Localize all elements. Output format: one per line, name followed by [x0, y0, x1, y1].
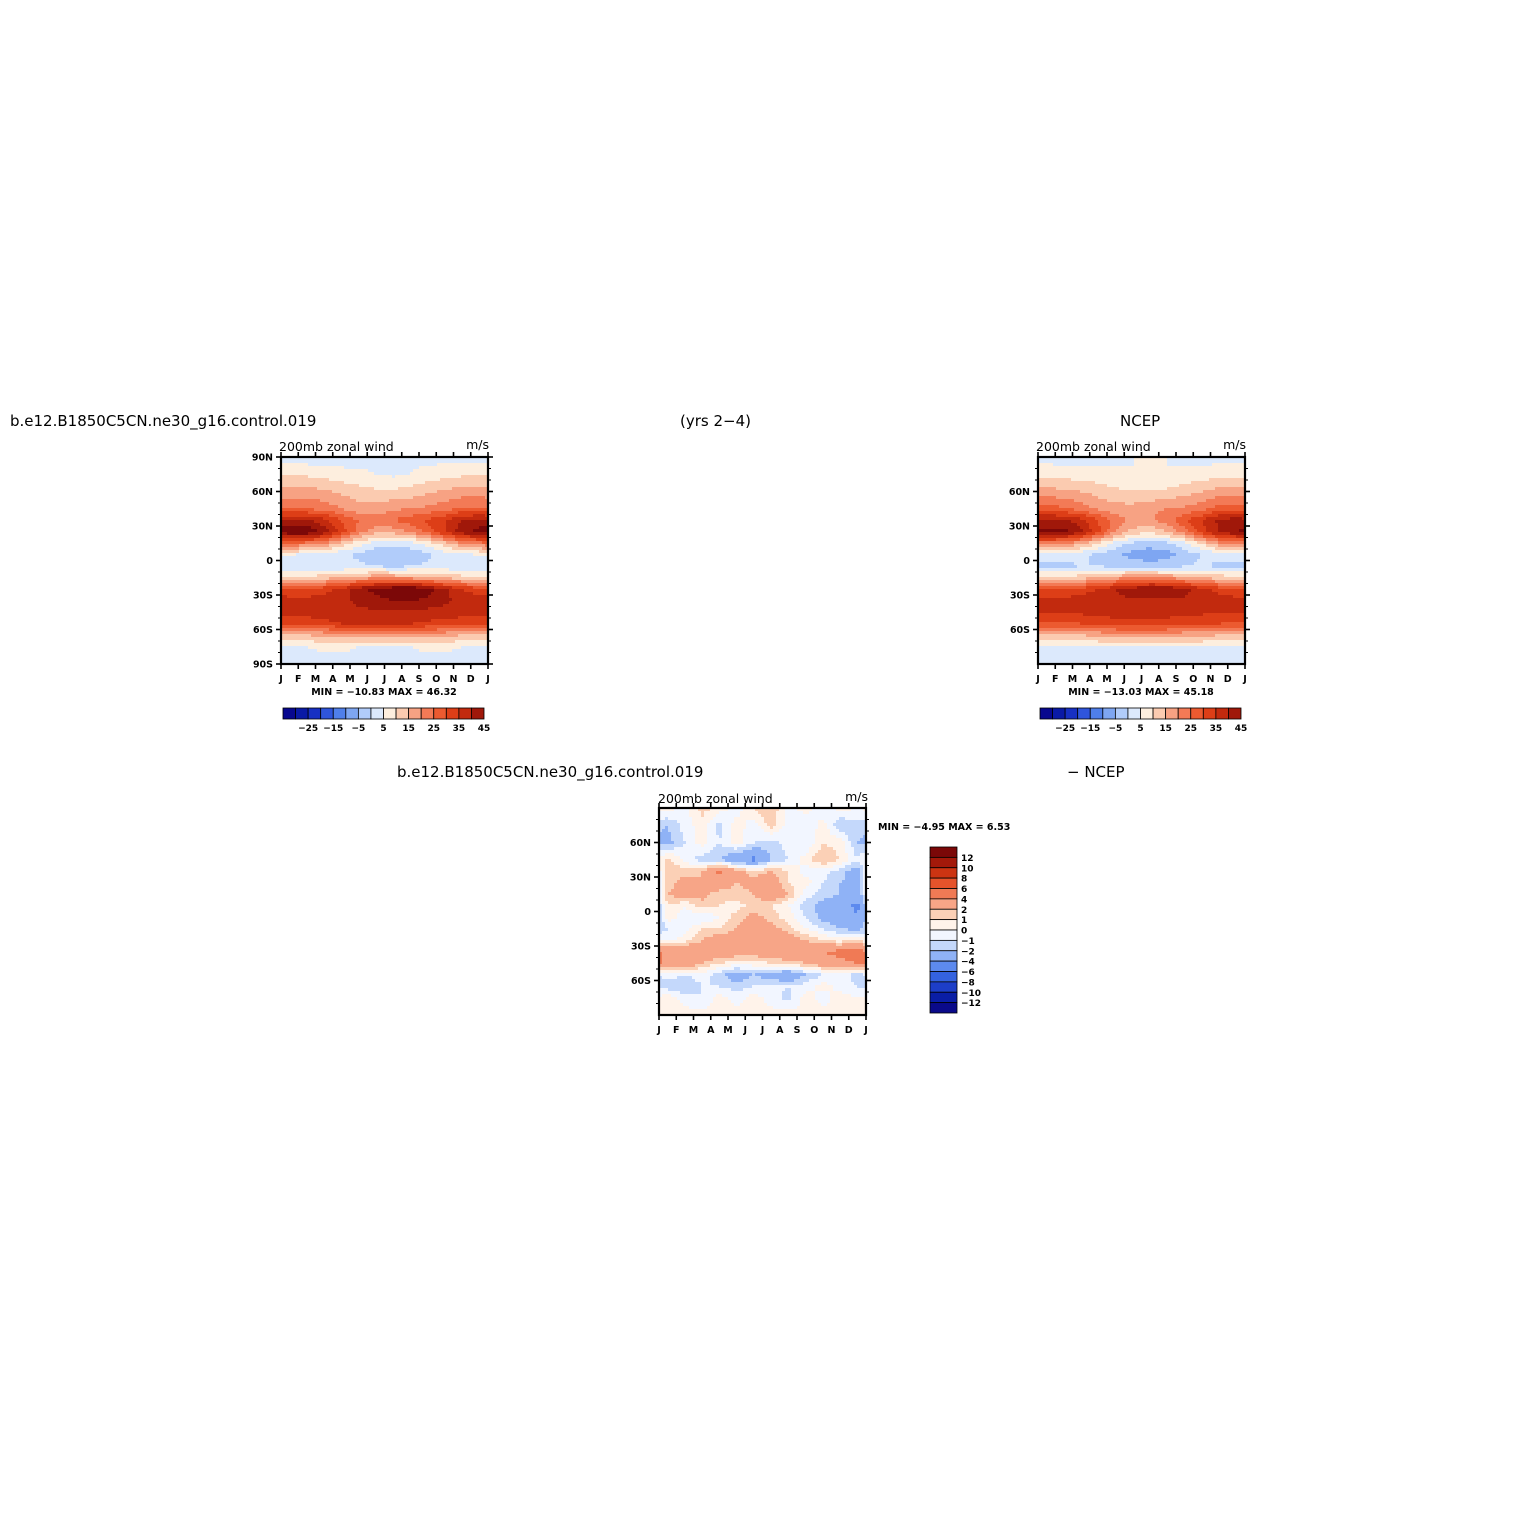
model-units: m/s [466, 437, 489, 452]
colorbar-box [459, 708, 472, 719]
y-tick-label: 0 [266, 556, 273, 567]
case-name-title: b.e12.B1850C5CN.ne30_g16.control.019 [10, 412, 316, 431]
colorbar-box [333, 708, 346, 719]
colorbar-box [396, 708, 409, 719]
diff-obs-title: − NCEP [1067, 763, 1125, 781]
period-title: (yrs 2−4) [680, 412, 751, 430]
obs-units: m/s [1223, 437, 1246, 452]
x-tick-label: M [311, 674, 320, 685]
colorbar-label: 25 [427, 724, 440, 734]
x-tick-label: S [416, 674, 423, 685]
colorbar-label: −15 [323, 724, 343, 734]
x-tick-label: A [329, 674, 337, 685]
model-panel: 200mb zonal wind m/s MIN = −10.83 MAX = … [252, 437, 493, 734]
x-tick-label: M [345, 674, 354, 685]
diff-case-title: b.e12.B1850C5CN.ne30_g16.control.019 [397, 763, 703, 782]
colorbar-box [421, 708, 434, 719]
obs-title: NCEP [1120, 412, 1160, 430]
y-tick-label: 90S [253, 660, 273, 671]
model-plot-title: 200mb zonal wind [279, 439, 394, 454]
colorbar-box [296, 708, 309, 719]
x-tick-label: A [398, 674, 406, 685]
x-tick-label: J [364, 674, 369, 685]
obs-stats: MIN = −13.03 MAX = 45.18 [1068, 687, 1214, 698]
contour-field [281, 457, 489, 665]
x-tick-label: O [432, 674, 440, 685]
y-tick-label: 30N [252, 522, 273, 533]
contour-field [1038, 457, 1246, 665]
colorbar-label: 35 [453, 724, 466, 734]
colorbar-box [446, 708, 459, 719]
y-tick-label: 90N [252, 453, 273, 464]
obs-plot-title: 200mb zonal wind [1036, 439, 1151, 454]
x-tick-label: F [295, 674, 302, 685]
colorbar-label: 45 [478, 724, 491, 734]
obs-panel: 200mb zonal wind m/s MIN = −13.03 MAX = … [1009, 437, 1250, 734]
x-tick-label: J [485, 674, 490, 685]
colorbar-box [409, 708, 422, 719]
x-tick-label: N [450, 674, 458, 685]
x-tick-label: J [278, 674, 283, 685]
colorbar-label: −5 [351, 724, 365, 734]
x-tick-label: D [467, 674, 475, 685]
y-tick-label: 60S [253, 625, 273, 636]
colorbar-label: 15 [402, 724, 415, 734]
model-stats: MIN = −10.83 MAX = 46.32 [311, 687, 457, 698]
y-tick-label: 30S [253, 591, 273, 602]
colorbar-box [471, 708, 484, 719]
x-tick-label: J [382, 674, 387, 685]
colorbar-label: −25 [298, 724, 318, 734]
colorbar-box [346, 708, 359, 719]
model-colorbar: −25 −15 −5 5 15 25 35 45 [283, 708, 490, 734]
colorbar-label: 5 [380, 724, 386, 734]
colorbar-box [308, 708, 321, 719]
colorbar-box [371, 708, 384, 719]
colorbar-box [384, 708, 397, 719]
y-tick-label: 60N [252, 487, 273, 498]
colorbar-box [321, 708, 334, 719]
colorbar-box [434, 708, 447, 719]
colorbar-box [283, 708, 296, 719]
colorbar-box [358, 708, 371, 719]
